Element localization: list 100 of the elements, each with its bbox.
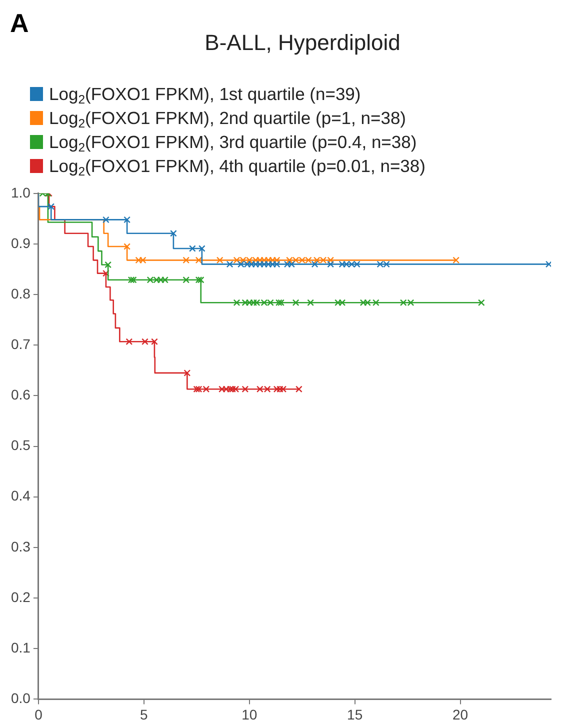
x-tick-label: 0 (34, 706, 43, 722)
point (142, 338, 148, 346)
point (242, 299, 249, 306)
point (338, 299, 346, 306)
y-tick-label: 0.5 (10, 437, 31, 454)
x-tick-label: 15 (347, 706, 363, 722)
point (240, 256, 246, 264)
point (242, 386, 249, 393)
point (246, 299, 253, 306)
point (182, 256, 190, 264)
point (327, 256, 334, 264)
legend-label: Log$_{2}$(FOXO1 FPKM), 1st quartile (n=39) (49, 83, 361, 107)
point (130, 276, 137, 284)
point (264, 386, 271, 393)
point (372, 299, 380, 306)
text: A (10, 8, 29, 39)
point (360, 299, 367, 306)
y-tick-label: 1.0 (10, 184, 31, 200)
legend-label: Log$_{2}$(FOXO1 FPKM), 2nd quartile (p=1, n=38) (49, 107, 406, 131)
point (250, 299, 258, 306)
point (232, 386, 240, 393)
point (311, 260, 318, 268)
point (195, 256, 202, 264)
point (288, 260, 295, 268)
point (264, 256, 272, 264)
point (193, 386, 200, 393)
point (195, 276, 202, 284)
point (233, 299, 240, 306)
point (342, 260, 350, 268)
point (286, 256, 293, 264)
point (146, 276, 154, 284)
point (305, 256, 312, 264)
point (48, 203, 55, 210)
point (260, 256, 268, 264)
point (126, 338, 133, 346)
x-tick-label: 5 (140, 706, 148, 722)
point (260, 260, 268, 268)
point (182, 276, 190, 284)
y-tick-label: 0.9 (10, 234, 31, 251)
point (284, 260, 291, 268)
point (238, 260, 244, 268)
point (216, 256, 224, 264)
point (104, 261, 112, 268)
point (222, 386, 230, 393)
point (260, 299, 268, 306)
point (151, 338, 158, 346)
point (313, 256, 320, 264)
point (452, 256, 460, 264)
point (252, 256, 260, 264)
point (229, 386, 236, 393)
point (246, 256, 253, 264)
point (364, 299, 371, 306)
point (184, 370, 191, 376)
point (256, 386, 264, 393)
point (264, 260, 272, 268)
point (276, 386, 284, 393)
point (348, 260, 356, 268)
point (256, 256, 264, 264)
point (135, 256, 142, 264)
point (170, 230, 177, 237)
y-tick-label: 0.6 (10, 386, 31, 403)
point (102, 216, 110, 224)
point (278, 299, 284, 306)
point (157, 276, 164, 284)
point (338, 260, 346, 268)
y-tick-label: 0.7 (10, 336, 31, 352)
point (354, 260, 360, 268)
y-tick-label: 0.2 (10, 588, 31, 605)
legend-label: Log$_{2}$(FOXO1 FPKM), 4th quartile (p=0.01, n=38) (49, 155, 426, 179)
point (376, 260, 384, 268)
point (267, 299, 274, 306)
y-tick-label: 0.0 (10, 690, 31, 706)
y-tick-label: 0.8 (10, 285, 31, 302)
point (292, 256, 300, 264)
point (269, 260, 276, 268)
point (256, 260, 264, 268)
point (252, 260, 260, 268)
point (334, 299, 342, 306)
point (233, 256, 240, 264)
point (139, 256, 146, 264)
point (124, 243, 130, 250)
point (280, 386, 287, 393)
point (189, 245, 196, 252)
point (218, 386, 226, 393)
point (124, 216, 130, 224)
point (128, 276, 135, 284)
point (273, 256, 280, 264)
point (320, 256, 327, 264)
point (292, 299, 300, 306)
point (298, 256, 306, 264)
legend-label: Log$_{2}$(FOXO1 FPKM), 3rd quartile (p=0.4, n=38) (49, 131, 417, 155)
chart-title: B-ALL, Hyperdiploid (204, 30, 400, 55)
point (269, 256, 276, 264)
x-tick-label: 20 (452, 706, 468, 722)
y-tick-label: 0.3 (10, 538, 31, 554)
point (307, 299, 314, 306)
point (275, 299, 282, 306)
point (202, 386, 210, 393)
point (226, 260, 234, 268)
point (153, 276, 160, 284)
